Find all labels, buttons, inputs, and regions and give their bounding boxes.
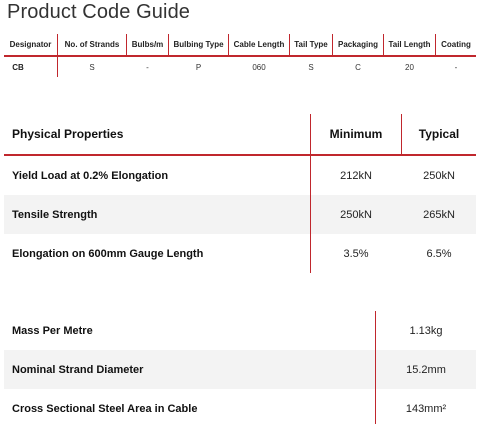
property-typical: 6.5%	[426, 247, 452, 260]
value-coating: -	[454, 62, 458, 72]
column-divider	[310, 114, 311, 273]
header-bulbing-type: Bulbing Type	[173, 40, 224, 49]
header-tail-type: Tail Type	[294, 40, 328, 49]
value-packaging: C	[355, 62, 361, 72]
table-row: Tensile Strength 250kN 265kN	[4, 195, 476, 234]
property-label: Yield Load at 0.2% Elongation	[12, 169, 169, 182]
header-cable-length: Cable Length	[233, 40, 285, 49]
property-label: Tensile Strength	[12, 208, 98, 221]
value-tail-length: 20	[405, 62, 414, 72]
physical-properties-header-row: Physical Properties Minimum Typical	[4, 114, 476, 156]
page-title: Product Code Guide	[7, 1, 191, 23]
mass-properties-table: Mass Per Metre 1.13kg Nominal Strand Dia…	[4, 311, 476, 424]
property-minimum: 250kN	[340, 208, 372, 221]
table-row: Elongation on 600mm Gauge Length 3.5% 6.…	[4, 234, 476, 273]
product-code-value-row: CB S - P 060 S C 20 -	[4, 57, 476, 77]
value-tail-type: S	[308, 62, 314, 72]
property-value: 143mm²	[405, 402, 447, 415]
property-value: 15.2mm	[406, 363, 446, 376]
table-row: Yield Load at 0.2% Elongation 212kN 250k…	[4, 156, 476, 195]
header-typical: Typical	[418, 127, 460, 141]
physical-properties-table: Physical Properties Minimum Typical Yiel…	[4, 114, 476, 273]
header-physical-properties: Physical Properties	[12, 127, 124, 141]
property-typical: 250kN	[423, 169, 455, 182]
value-bulbing-type: P	[195, 62, 202, 72]
property-label: Elongation on 600mm Gauge Length	[12, 247, 204, 260]
value-no-of-strands: S	[89, 62, 95, 72]
property-minimum: 212kN	[340, 169, 372, 182]
header-designator: Designator	[9, 40, 52, 49]
property-minimum: 3.5%	[343, 247, 369, 260]
header-no-of-strands: No. of Strands	[64, 40, 120, 49]
value-bulbs-per-m: -	[146, 62, 149, 72]
property-label: Mass Per Metre	[12, 324, 93, 337]
header-packaging: Packaging	[337, 40, 378, 49]
property-label: Nominal Strand Diameter	[12, 363, 144, 376]
value-cable-length: 060	[252, 62, 266, 72]
table-row: Nominal Strand Diameter 15.2mm	[4, 350, 476, 389]
property-typical: 265kN	[423, 208, 455, 221]
product-code-header-row: Designator No. of Strands Bulbs/m Bulbin…	[4, 34, 476, 57]
column-divider	[401, 114, 402, 156]
header-minimum: Minimum	[329, 127, 383, 141]
header-bulbs-per-m: Bulbs/m	[131, 40, 164, 49]
product-code-table: Designator No. of Strands Bulbs/m Bulbin…	[4, 34, 476, 77]
header-tail-length: Tail Length	[388, 40, 431, 49]
table-row: Mass Per Metre 1.13kg	[4, 311, 476, 350]
table-row: Cross Sectional Steel Area in Cable 143m…	[4, 389, 476, 424]
header-coating: Coating	[441, 40, 471, 49]
property-value: 1.13kg	[409, 324, 443, 337]
property-label: Cross Sectional Steel Area in Cable	[12, 402, 198, 415]
value-designator: CB	[12, 62, 24, 72]
column-divider	[375, 311, 376, 424]
